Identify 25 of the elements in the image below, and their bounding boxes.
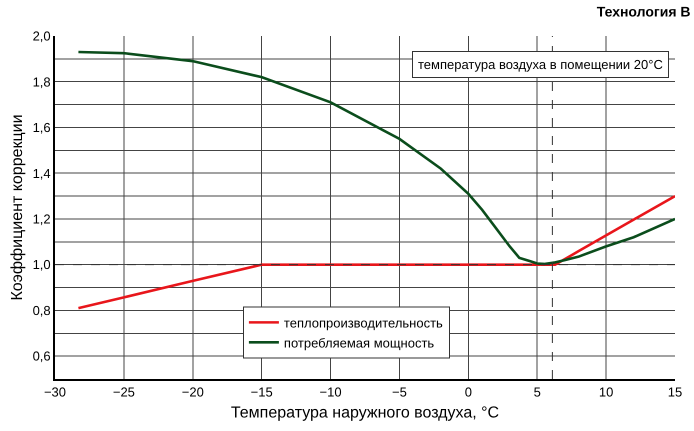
annotation: температура воздуха в помещении 20°C bbox=[418, 57, 663, 72]
legend-label: потребляемая мощность bbox=[284, 335, 434, 350]
x-tick-label: 5 bbox=[534, 384, 541, 400]
y-tick-label: 1,2 bbox=[32, 211, 51, 226]
x-tick-label: −5 bbox=[392, 384, 407, 400]
legend-label: теплопроизводительность bbox=[284, 315, 444, 330]
x-tick-label: 10 bbox=[598, 384, 614, 400]
x-axis-title: Температура наружного воздуха, °C bbox=[230, 404, 500, 422]
y-axis-title: Коэффициент коррекции bbox=[8, 114, 26, 301]
x-tick-label: 15 bbox=[668, 384, 682, 400]
x-tick-label: −15 bbox=[250, 384, 273, 400]
y-tick-label: 2,0 bbox=[32, 28, 51, 44]
x-tick-label: −10 bbox=[320, 384, 342, 400]
chart-title: Технология B bbox=[596, 3, 691, 20]
y-tick-label: 1,8 bbox=[32, 74, 51, 90]
x-tick-label: −30 bbox=[44, 384, 66, 400]
x-tick-label: −20 bbox=[182, 384, 204, 400]
y-tick-label: 1,6 bbox=[32, 120, 51, 136]
x-tick-label: 0 bbox=[464, 384, 472, 400]
x-tick-label: −25 bbox=[112, 384, 135, 400]
y-tick-label: 0,8 bbox=[32, 302, 51, 318]
y-tick-label: 1,4 bbox=[32, 166, 51, 181]
line-series bbox=[77, 50, 675, 266]
y-tick-label: 1,0 bbox=[32, 257, 51, 272]
y-tick-label: 0,6 bbox=[32, 348, 51, 364]
